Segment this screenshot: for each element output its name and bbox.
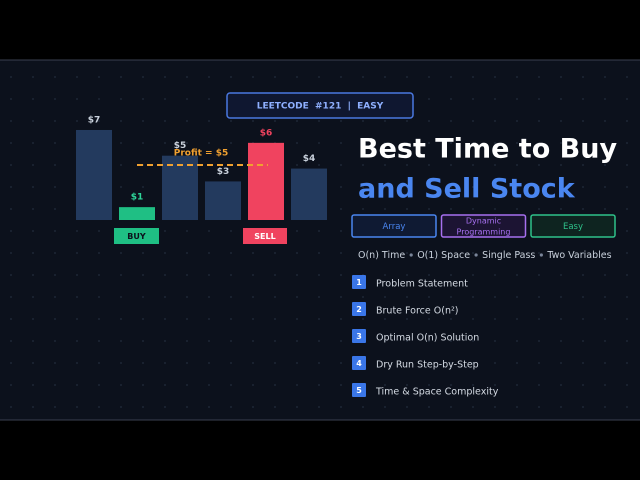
item-text: Problem Statement bbox=[376, 279, 468, 290]
fact: Two Variables bbox=[546, 250, 611, 261]
bar bbox=[76, 129, 112, 220]
title-line2: and Sell Stock bbox=[358, 174, 576, 205]
item-text: Optimal O(n) Solution bbox=[376, 333, 479, 344]
tag-box bbox=[530, 214, 616, 238]
bar-label: $4 bbox=[303, 154, 316, 164]
price-chart: $7 $1 $5 $3 $6 $4 Profit = $5 BUY SELL bbox=[76, 115, 327, 244]
number-box bbox=[352, 383, 366, 397]
number-box bbox=[352, 356, 366, 370]
tags: Array Dynamic Programming Easy bbox=[351, 214, 616, 238]
profit-label: Profit = $5 bbox=[174, 149, 229, 159]
number-box bbox=[352, 329, 366, 343]
bullet bbox=[539, 253, 543, 257]
facts: O(n) Time O(1) Space Single Pass Two Variab… bbox=[358, 250, 612, 261]
bar-label: $6 bbox=[260, 128, 273, 138]
item-number: 5 bbox=[356, 386, 362, 395]
tag: Array bbox=[383, 222, 406, 232]
number-box bbox=[352, 302, 366, 316]
outline: 1 Problem Statement 2 Brute Force O(n²) 3 Opt… bbox=[352, 275, 499, 398]
dot-grid bbox=[0, 60, 640, 420]
tag-box bbox=[351, 214, 437, 238]
item-text: Dry Run Step-by-Step bbox=[376, 360, 479, 371]
bar bbox=[291, 168, 327, 220]
tag: Dynamic Programming bbox=[457, 216, 511, 236]
buy-box bbox=[114, 228, 159, 244]
tag: Easy bbox=[563, 222, 583, 232]
badge-box bbox=[226, 92, 414, 119]
buy-label: BUY bbox=[127, 232, 146, 241]
bar bbox=[119, 207, 155, 220]
bar-label: $3 bbox=[217, 167, 230, 177]
sell-box bbox=[243, 228, 287, 244]
bullet bbox=[409, 253, 413, 257]
item-text: Time & Space Complexity bbox=[375, 387, 499, 398]
bar bbox=[205, 181, 241, 220]
bullet bbox=[474, 253, 478, 257]
item-number: 4 bbox=[356, 359, 362, 368]
bar bbox=[248, 142, 284, 220]
bar-label: $7 bbox=[88, 115, 101, 125]
bar bbox=[162, 155, 198, 220]
tag-box bbox=[440, 214, 527, 238]
sell-label: SELL bbox=[254, 232, 275, 241]
item-text: Brute Force O(n²) bbox=[376, 306, 458, 317]
bar-label: $1 bbox=[131, 193, 144, 203]
number-box bbox=[352, 275, 366, 289]
title-line1: Best Time to Buy bbox=[358, 134, 617, 165]
item-number: 1 bbox=[356, 278, 362, 287]
fact: O(n) Time bbox=[358, 250, 405, 261]
fact: O(1) Space bbox=[417, 250, 470, 261]
item-number: 2 bbox=[356, 305, 362, 314]
item-number: 3 bbox=[356, 332, 362, 341]
badge: LEETCODE #121 | EASY bbox=[257, 102, 384, 112]
fact: Single Pass bbox=[482, 250, 535, 261]
bar-label: $5 bbox=[174, 141, 187, 151]
